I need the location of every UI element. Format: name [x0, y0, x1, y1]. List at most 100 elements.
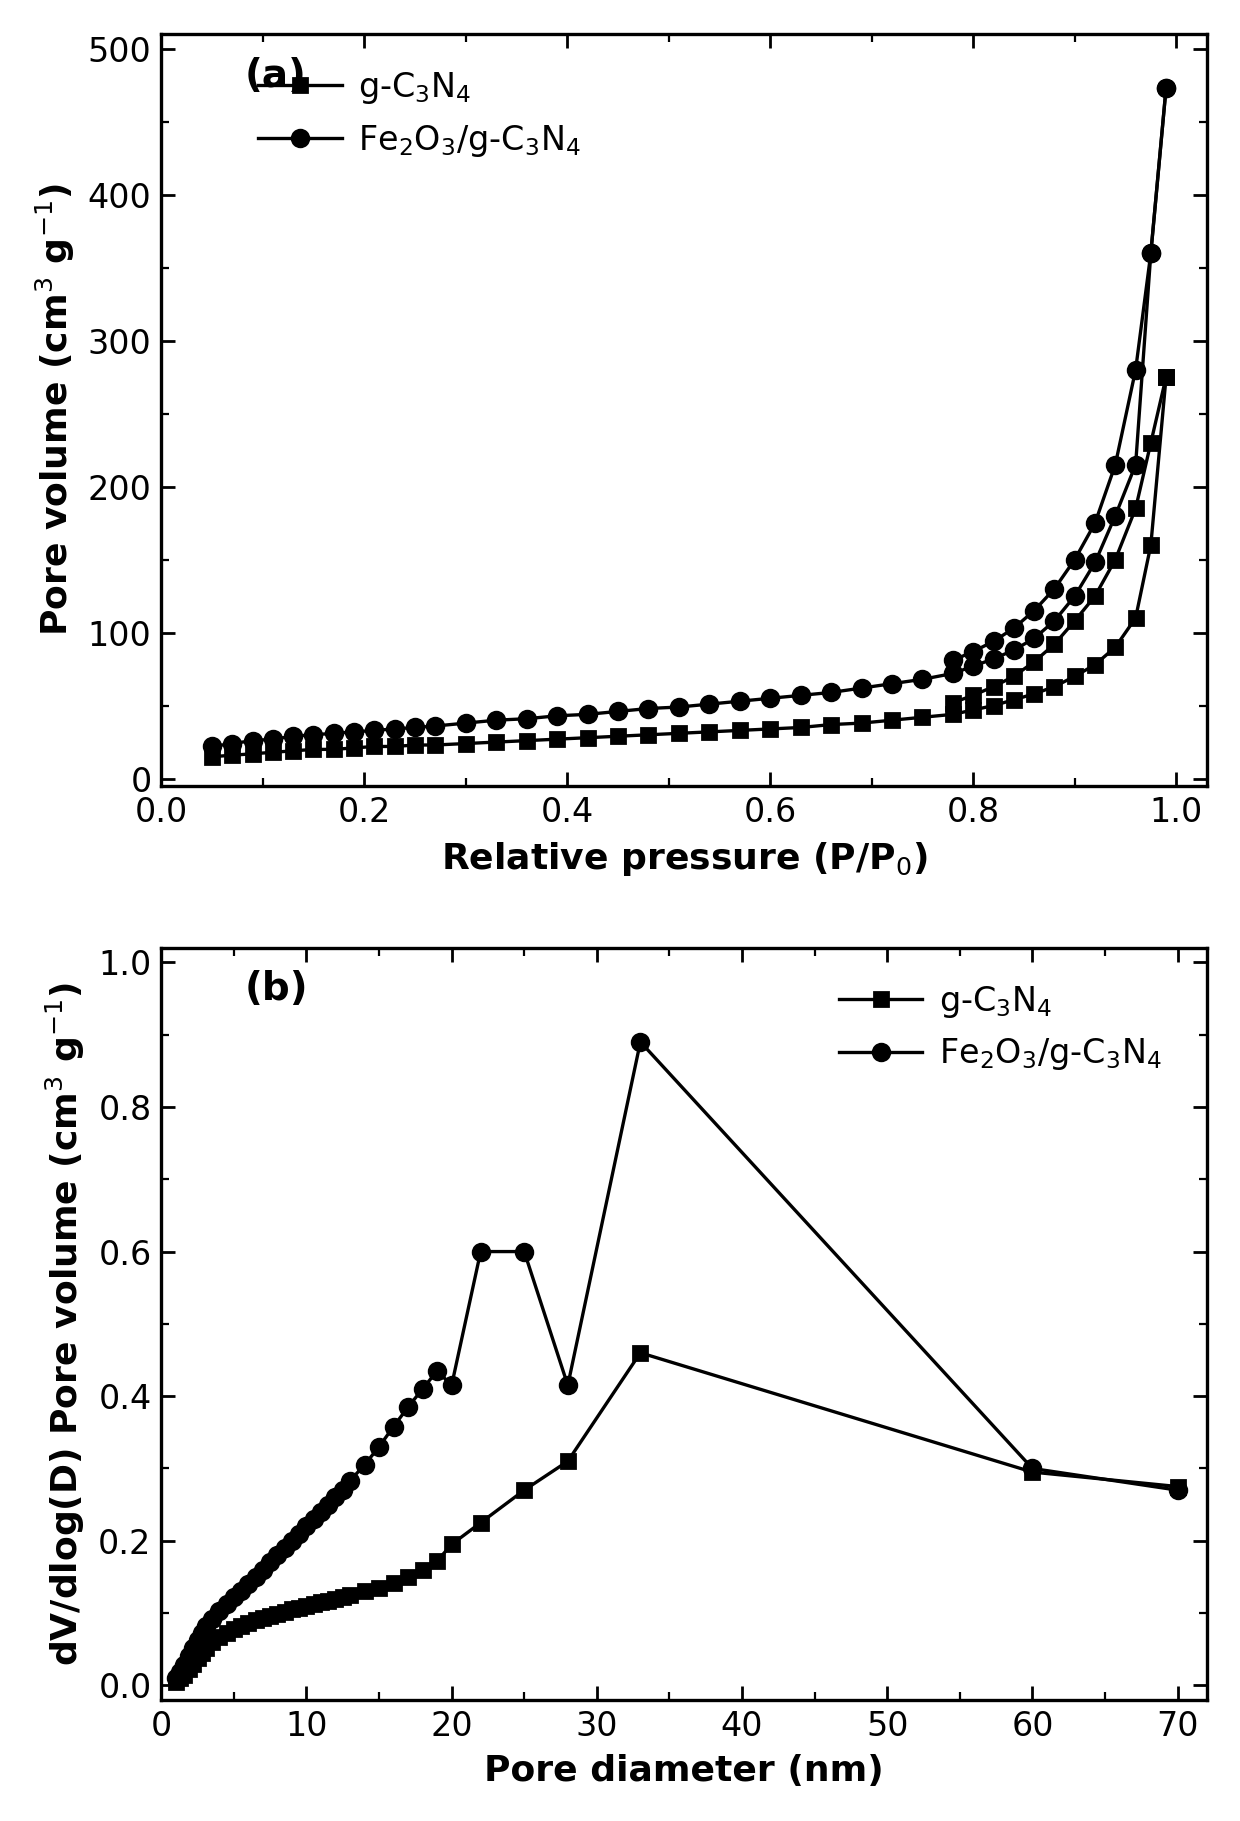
- Fe$_2$O$_3$/g-C$_3$N$_4$: [329, 1486, 343, 1508]
- g-C$_3$N$_4$: [794, 716, 808, 738]
- g-C$_3$N$_4$: [219, 1623, 234, 1644]
- Fe$_2$O$_3$/g-C$_3$N$_4$: [986, 648, 1001, 670]
- Fe$_2$O$_3$/g-C$_3$N$_4$: [520, 708, 534, 730]
- Fe$_2$O$_3$/g-C$_3$N$_4$: [1171, 1479, 1185, 1501]
- Fe$_2$O$_3$/g-C$_3$N$_4$: [428, 716, 443, 738]
- Fe$_2$O$_3$/g-C$_3$N$_4$: [255, 1559, 270, 1581]
- Fe$_2$O$_3$/g-C$_3$N$_4$: [314, 1501, 329, 1522]
- g-C$_3$N$_4$: [1087, 654, 1102, 676]
- Fe$_2$O$_3$/g-C$_3$N$_4$: [641, 697, 656, 719]
- g-C$_3$N$_4$: [1027, 683, 1042, 705]
- Fe$_2$O$_3$/g-C$_3$N$_4$: [560, 1375, 575, 1397]
- g-C$_3$N$_4$: [733, 719, 748, 741]
- g-C$_3$N$_4$: [763, 717, 777, 739]
- Fe$_2$O$_3$/g-C$_3$N$_4$: [1128, 453, 1143, 475]
- g-C$_3$N$_4$: [1068, 665, 1083, 687]
- g-C$_3$N$_4$: [408, 734, 423, 756]
- g-C$_3$N$_4$: [915, 707, 930, 728]
- Fe$_2$O$_3$/g-C$_3$N$_4$: [357, 1453, 372, 1475]
- g-C$_3$N$_4$: [884, 708, 899, 730]
- Fe$_2$O$_3$/g-C$_3$N$_4$: [401, 1397, 415, 1419]
- Line: g-C$_3$N$_4$: g-C$_3$N$_4$: [205, 370, 1173, 763]
- g-C$_3$N$_4$: [702, 721, 717, 743]
- g-C$_3$N$_4$: [284, 1599, 299, 1621]
- g-C$_3$N$_4$: [854, 712, 869, 734]
- g-C$_3$N$_4$: [285, 739, 300, 761]
- g-C$_3$N$_4$: [205, 1632, 219, 1653]
- g-C$_3$N$_4$: [326, 739, 341, 761]
- g-C$_3$N$_4$: [517, 1479, 532, 1501]
- Fe$_2$O$_3$/g-C$_3$N$_4$: [1027, 628, 1042, 650]
- X-axis label: Pore diameter (nm): Pore diameter (nm): [484, 1754, 884, 1788]
- g-C$_3$N$_4$: [347, 738, 362, 759]
- g-C$_3$N$_4$: [386, 1572, 401, 1593]
- Fe$_2$O$_3$/g-C$_3$N$_4$: [342, 1470, 357, 1491]
- g-C$_3$N$_4$: [671, 723, 686, 745]
- g-C$_3$N$_4$: [177, 1664, 192, 1686]
- g-C$_3$N$_4$: [335, 1586, 350, 1608]
- Fe$_2$O$_3$/g-C$_3$N$_4$: [347, 721, 362, 743]
- g-C$_3$N$_4$: [181, 1659, 196, 1681]
- g-C$_3$N$_4$: [580, 727, 595, 748]
- g-C$_3$N$_4$: [459, 732, 474, 754]
- Fe$_2$O$_3$/g-C$_3$N$_4$: [444, 1375, 459, 1397]
- g-C$_3$N$_4$: [372, 1577, 387, 1599]
- g-C$_3$N$_4$: [278, 1601, 293, 1623]
- g-C$_3$N$_4$: [966, 699, 981, 721]
- Fe$_2$O$_3$/g-C$_3$N$_4$: [306, 725, 321, 747]
- Fe$_2$O$_3$/g-C$_3$N$_4$: [198, 1615, 213, 1637]
- Fe$_2$O$_3$/g-C$_3$N$_4$: [278, 1537, 293, 1559]
- g-C$_3$N$_4$: [520, 730, 534, 752]
- Line: Fe$_2$O$_3$/g-C$_3$N$_4$: Fe$_2$O$_3$/g-C$_3$N$_4$: [167, 1034, 1185, 1686]
- Fe$_2$O$_3$/g-C$_3$N$_4$: [270, 1544, 285, 1566]
- Fe$_2$O$_3$/g-C$_3$N$_4$: [186, 1637, 201, 1659]
- g-C$_3$N$_4$: [263, 1604, 278, 1626]
- Fe$_2$O$_3$/g-C$_3$N$_4$: [1047, 610, 1061, 632]
- Legend: g-C$_3$N$_4$, Fe$_2$O$_3$/g-C$_3$N$_4$: g-C$_3$N$_4$, Fe$_2$O$_3$/g-C$_3$N$_4$: [826, 971, 1176, 1085]
- g-C$_3$N$_4$: [265, 741, 280, 763]
- Fe$_2$O$_3$/g-C$_3$N$_4$: [459, 712, 474, 734]
- g-C$_3$N$_4$: [474, 1511, 489, 1533]
- Fe$_2$O$_3$/g-C$_3$N$_4$: [181, 1646, 196, 1668]
- g-C$_3$N$_4$: [172, 1668, 187, 1690]
- Line: g-C$_3$N$_4$: g-C$_3$N$_4$: [169, 1346, 1184, 1688]
- g-C$_3$N$_4$: [357, 1581, 372, 1602]
- g-C$_3$N$_4$: [632, 1342, 647, 1364]
- Fe$_2$O$_3$/g-C$_3$N$_4$: [291, 1522, 306, 1544]
- g-C$_3$N$_4$: [549, 728, 564, 750]
- g-C$_3$N$_4$: [430, 1550, 445, 1572]
- Fe$_2$O$_3$/g-C$_3$N$_4$: [326, 723, 341, 745]
- Fe$_2$O$_3$/g-C$_3$N$_4$: [1158, 76, 1173, 98]
- Fe$_2$O$_3$/g-C$_3$N$_4$: [205, 736, 219, 758]
- Fe$_2$O$_3$/g-C$_3$N$_4$: [517, 1240, 532, 1262]
- g-C$_3$N$_4$: [387, 736, 402, 758]
- g-C$_3$N$_4$: [255, 1608, 270, 1630]
- g-C$_3$N$_4$: [367, 736, 382, 758]
- Fe$_2$O$_3$/g-C$_3$N$_4$: [321, 1493, 336, 1515]
- Fe$_2$O$_3$/g-C$_3$N$_4$: [966, 656, 981, 677]
- Fe$_2$O$_3$/g-C$_3$N$_4$: [284, 1530, 299, 1551]
- Fe$_2$O$_3$/g-C$_3$N$_4$: [372, 1435, 387, 1457]
- g-C$_3$N$_4$: [248, 1610, 263, 1632]
- g-C$_3$N$_4$: [415, 1559, 430, 1581]
- g-C$_3$N$_4$: [1047, 676, 1061, 697]
- g-C$_3$N$_4$: [233, 1615, 248, 1637]
- Fe$_2$O$_3$/g-C$_3$N$_4$: [248, 1566, 263, 1588]
- Fe$_2$O$_3$/g-C$_3$N$_4$: [763, 687, 777, 708]
- Y-axis label: Pore volume (cm$^3$ g$^{-1}$): Pore volume (cm$^3$ g$^{-1}$): [33, 184, 77, 636]
- Fe$_2$O$_3$/g-C$_3$N$_4$: [1007, 639, 1022, 661]
- g-C$_3$N$_4$: [190, 1646, 205, 1668]
- g-C$_3$N$_4$: [823, 714, 838, 736]
- g-C$_3$N$_4$: [169, 1672, 184, 1694]
- Fe$_2$O$_3$/g-C$_3$N$_4$: [367, 719, 382, 741]
- g-C$_3$N$_4$: [342, 1584, 357, 1606]
- Fe$_2$O$_3$/g-C$_3$N$_4$: [306, 1508, 321, 1530]
- Fe$_2$O$_3$/g-C$_3$N$_4$: [474, 1240, 489, 1262]
- Fe$_2$O$_3$/g-C$_3$N$_4$: [227, 1586, 242, 1608]
- Fe$_2$O$_3$/g-C$_3$N$_4$: [1025, 1457, 1040, 1479]
- Fe$_2$O$_3$/g-C$_3$N$_4$: [430, 1360, 445, 1382]
- Fe$_2$O$_3$/g-C$_3$N$_4$: [233, 1581, 248, 1602]
- Fe$_2$O$_3$/g-C$_3$N$_4$: [823, 681, 838, 703]
- Fe$_2$O$_3$/g-C$_3$N$_4$: [580, 703, 595, 725]
- Fe$_2$O$_3$/g-C$_3$N$_4$: [632, 1031, 647, 1053]
